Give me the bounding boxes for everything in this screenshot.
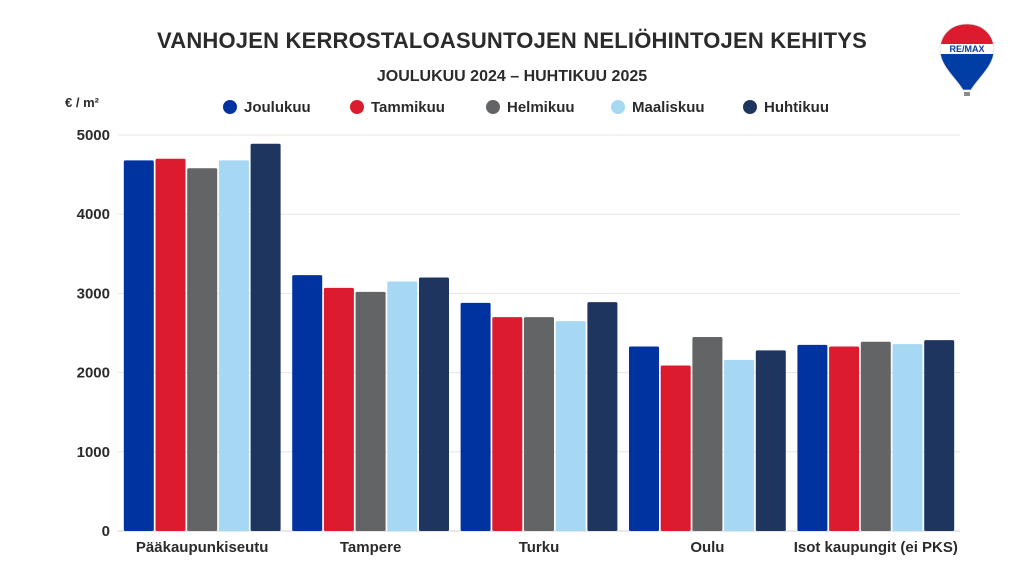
bar-tammikuu-0: [155, 158, 186, 531]
bar-huhtikuu-1: [419, 277, 449, 531]
bar-maaliskuu-0: [218, 160, 249, 531]
chart-title: VANHOJEN KERROSTALOASUNTOJEN NELIÖHINTOJ…: [156, 28, 867, 53]
y-tick-label: 5000: [77, 127, 110, 144]
category-label: Pääkaupunkiseutu: [136, 539, 269, 556]
bar-helmikuu-1: [355, 291, 386, 531]
legend-swatch: [743, 100, 757, 114]
category-label: Isot kaupungit (ei PKS): [794, 539, 958, 556]
bar-joulukuu-1: [292, 275, 323, 531]
category-label: Turku: [519, 539, 560, 556]
remax-balloon-logo: RE/MAX: [936, 20, 998, 100]
legend-label: Huhtikuu: [764, 99, 829, 116]
category-label: Oulu: [690, 539, 724, 556]
y-tick-label: 4000: [77, 206, 110, 223]
bar-tammikuu-2: [492, 317, 523, 531]
legend-label: Maaliskuu: [632, 99, 705, 116]
y-tick-label: 0: [102, 523, 110, 540]
category-label: Tampere: [340, 539, 401, 556]
y-tick-label: 3000: [77, 285, 110, 302]
bar-tammikuu-1: [323, 287, 354, 531]
bar-maaliskuu-4: [892, 344, 923, 531]
bar-helmikuu-4: [860, 341, 891, 531]
y-tick-label: 1000: [77, 444, 110, 461]
bar-huhtikuu-2: [587, 302, 618, 531]
legend-swatch: [486, 100, 500, 114]
bar-tammikuu-3: [660, 365, 691, 531]
bar-joulukuu-0: [123, 160, 154, 531]
legend-swatch: [223, 100, 237, 114]
legend-swatch: [350, 100, 364, 114]
bar-huhtikuu-0: [250, 143, 281, 531]
chart-subtitle: JOULUKUU 2024 – HUHTIKUU 2025: [376, 68, 648, 85]
bar-tammikuu-4: [829, 346, 860, 531]
bar-maaliskuu-3: [724, 359, 755, 531]
y-tick-label: 2000: [77, 365, 110, 382]
bar-huhtikuu-3: [755, 350, 786, 531]
bar-joulukuu-3: [629, 346, 659, 531]
legend-label: Tammikuu: [371, 99, 445, 116]
bar-helmikuu-2: [524, 317, 554, 531]
bar-maaliskuu-2: [555, 321, 586, 531]
bar-huhtikuu-4: [924, 340, 955, 531]
legend-swatch: [611, 100, 625, 114]
bar-joulukuu-2: [460, 302, 491, 531]
bar-maaliskuu-1: [387, 281, 418, 531]
bar-helmikuu-3: [692, 336, 723, 531]
legend-label: Helmikuu: [507, 99, 575, 116]
bar-joulukuu-4: [797, 344, 828, 531]
logo-text: RE/MAX: [949, 44, 984, 54]
legend-label: Joulukuu: [244, 99, 311, 116]
y-axis-label: € / m²: [65, 95, 100, 110]
bar-helmikuu-0: [187, 168, 218, 531]
